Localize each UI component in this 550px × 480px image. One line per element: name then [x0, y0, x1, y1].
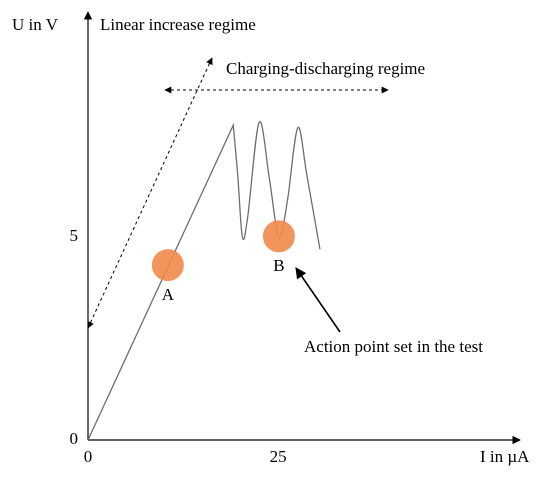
x-axis-label: I in µA — [480, 447, 530, 466]
point-label: A — [162, 285, 175, 304]
regime-arrow — [87, 57, 213, 329]
y-tick-label: 0 — [70, 429, 79, 448]
pointer-arrow — [295, 267, 341, 333]
x-tick-label: 25 — [270, 447, 287, 466]
y-tick-label: 5 — [70, 226, 79, 245]
action-point — [151, 249, 184, 282]
annotation: Action point set in the test — [304, 337, 483, 356]
annotation: Charging-discharging regime — [226, 59, 425, 78]
annotation: Linear increase regime — [100, 15, 256, 34]
action-point — [262, 220, 295, 253]
y-axis-label: U in V — [12, 15, 59, 34]
x-tick-label: 0 — [84, 447, 93, 466]
point-label: B — [273, 256, 284, 275]
curve — [87, 121, 321, 441]
